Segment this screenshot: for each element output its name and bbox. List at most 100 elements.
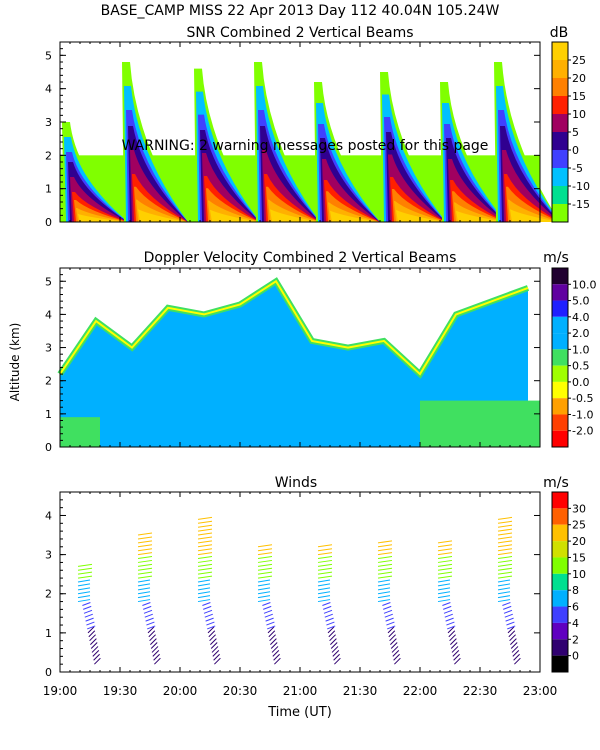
wind-barb xyxy=(437,599,451,603)
wind-barb xyxy=(202,602,211,606)
wind-barb xyxy=(497,591,511,595)
wind-barb xyxy=(267,625,276,630)
wind-barb xyxy=(88,630,96,638)
x-tick-label: 19:00 xyxy=(43,684,78,698)
wind-barb xyxy=(197,591,211,595)
wind-barb xyxy=(393,653,400,661)
wind-barb xyxy=(197,548,213,552)
wind-barb xyxy=(150,638,157,645)
doppler-colorbar-label: -0.5 xyxy=(572,392,593,405)
wind-barb xyxy=(328,630,336,638)
x-tick-label: 21:00 xyxy=(283,684,318,698)
wind-barb xyxy=(211,646,219,653)
doppler-colorbar: 10.0 5.0 4.0 2.0 1.0 0.5 0.0 -0.5 -1.0 -2.0 xyxy=(551,267,597,448)
wind-barb xyxy=(387,626,395,634)
wind-barb xyxy=(317,599,331,603)
wind-barb xyxy=(317,571,333,575)
doppler-colorbar-swatch xyxy=(552,333,568,350)
snr-colorbar-label: 25 xyxy=(572,54,586,67)
wind-barb xyxy=(437,540,453,544)
wind-barb xyxy=(377,559,393,563)
snr-ytick-label: 3 xyxy=(45,116,52,129)
wind-barb xyxy=(213,653,220,661)
wind-barb xyxy=(334,657,341,665)
winds-plot-area xyxy=(77,516,521,665)
x-tick-label: 19:30 xyxy=(103,684,138,698)
wind-barb xyxy=(203,609,213,614)
wind-barb xyxy=(387,625,396,630)
wind-barb xyxy=(137,587,151,591)
wind-barb xyxy=(454,657,461,665)
wind-barb xyxy=(377,595,391,599)
wind-barb xyxy=(317,575,333,579)
wind-barb xyxy=(82,602,91,606)
wind-barb xyxy=(89,634,96,642)
snr-colorbar-swatch xyxy=(552,96,568,114)
wind-barb xyxy=(377,575,393,579)
winds-colorbar-swatch xyxy=(552,590,568,607)
winds-title: Winds xyxy=(275,475,317,491)
wind-barb xyxy=(270,642,278,649)
wind-barb xyxy=(497,536,513,540)
wind-barb xyxy=(150,642,158,649)
wind-barb xyxy=(257,559,273,563)
wind-barb xyxy=(197,579,211,583)
snr-colorbar-swatch xyxy=(552,132,568,150)
winds-colorbar-swatch xyxy=(552,606,568,623)
wind-barb xyxy=(137,567,153,571)
wind-barb xyxy=(437,567,453,571)
wind-barb xyxy=(274,657,281,665)
wind-barb xyxy=(197,595,211,599)
doppler-colorbar-label: 4.0 xyxy=(572,311,590,324)
wind-barb xyxy=(87,625,96,630)
wind-barb xyxy=(445,617,454,622)
wind-barb xyxy=(384,613,393,618)
wind-barb xyxy=(77,599,91,603)
wind-barb xyxy=(197,556,213,560)
wind-barb xyxy=(506,621,515,626)
winds-colorbar-frame xyxy=(551,491,569,673)
wind-barb xyxy=(510,638,517,645)
doppler-colorbar-frame xyxy=(551,267,569,448)
wind-barb xyxy=(257,579,271,583)
wind-barb xyxy=(497,599,511,603)
wind-barb xyxy=(197,575,213,579)
wind-barb xyxy=(385,617,394,622)
wind-barb xyxy=(497,579,511,583)
winds-colorbar-swatch xyxy=(552,541,568,558)
wind-barb xyxy=(437,579,451,583)
wind-barb xyxy=(377,540,393,544)
wind-barb xyxy=(197,516,213,520)
wind-barb xyxy=(497,548,513,552)
wind-barb xyxy=(137,591,151,595)
snr-ytick-label: 1 xyxy=(45,183,52,196)
winds-ytick-label: 0 xyxy=(45,666,52,679)
wind-barb xyxy=(257,599,271,603)
winds-colorbar-label: 4 xyxy=(572,617,579,630)
wind-barb xyxy=(143,609,153,614)
wind-barb xyxy=(497,552,513,556)
wind-barb xyxy=(197,563,213,567)
wind-barb xyxy=(333,653,340,661)
wind-barb xyxy=(147,625,156,630)
wind-barb xyxy=(453,653,460,661)
wind-barb xyxy=(317,563,333,567)
wind-barb xyxy=(205,617,214,622)
winds-ytick-label: 1 xyxy=(45,627,52,640)
wind-barb xyxy=(377,563,393,567)
wind-barb xyxy=(508,630,516,638)
wind-barb xyxy=(197,599,211,603)
wind-barb xyxy=(93,653,100,661)
doppler-colorbar-label: 5.0 xyxy=(572,295,590,308)
doppler-colorbar-label: -2.0 xyxy=(572,425,593,438)
wind-barb xyxy=(257,544,273,548)
wind-barb xyxy=(437,556,453,560)
wind-barb xyxy=(390,638,397,645)
winds-colorbar-label: 8 xyxy=(572,584,579,597)
doppler-colorbar-swatch xyxy=(552,414,568,431)
snr-colorbar-swatch xyxy=(552,60,568,78)
winds-colorbar-label: 20 xyxy=(572,535,586,548)
wind-barb xyxy=(85,617,94,622)
wind-barb xyxy=(449,634,456,642)
wind-barb xyxy=(317,567,333,571)
